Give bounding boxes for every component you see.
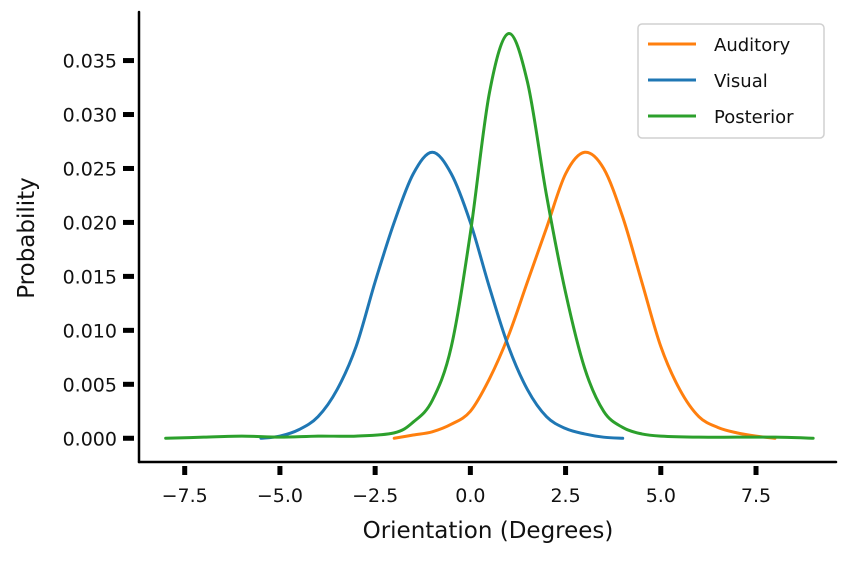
y-tick-label: 0.035 xyxy=(63,51,117,73)
x-tick-label: 5.0 xyxy=(646,485,676,507)
x-tick-label: −7.5 xyxy=(162,485,208,507)
ticks: −7.5 −5.0 −2.5 0.0 2.5 5.0 7.5 0.000 0.005 0.010 0… xyxy=(63,51,772,507)
x-axis-title: Orientation (Degrees) xyxy=(363,518,614,544)
y-tick-label: 0.020 xyxy=(63,212,117,234)
x-tick-label: 0.0 xyxy=(455,485,485,507)
y-tick-label: 0.015 xyxy=(63,266,117,288)
y-tick-label: 0.000 xyxy=(63,428,117,450)
y-tick-label: 0.010 xyxy=(63,320,117,342)
y-axis-title: Probability xyxy=(14,177,40,299)
x-tick-label: −5.0 xyxy=(257,485,303,507)
x-tick-label: −2.5 xyxy=(352,485,398,507)
y-tick-label: 0.025 xyxy=(63,158,117,180)
series-line-posterior xyxy=(164,32,815,440)
legend-label-visual: Visual xyxy=(714,71,768,92)
series-lines xyxy=(164,32,815,440)
legend-label-posterior: Posterior xyxy=(714,107,794,128)
series-line-auditory xyxy=(392,150,777,440)
x-tick-label: 7.5 xyxy=(741,485,771,507)
legend: Auditory Visual Posterior xyxy=(637,23,825,139)
legend-box xyxy=(637,23,825,139)
legend-label-auditory: Auditory xyxy=(714,35,791,56)
axes xyxy=(137,10,838,464)
y-tick-label: 0.005 xyxy=(63,374,117,396)
x-tick-label: 2.5 xyxy=(550,485,580,507)
series-line-visual xyxy=(259,150,625,440)
y-tick-label: 0.030 xyxy=(63,105,117,127)
